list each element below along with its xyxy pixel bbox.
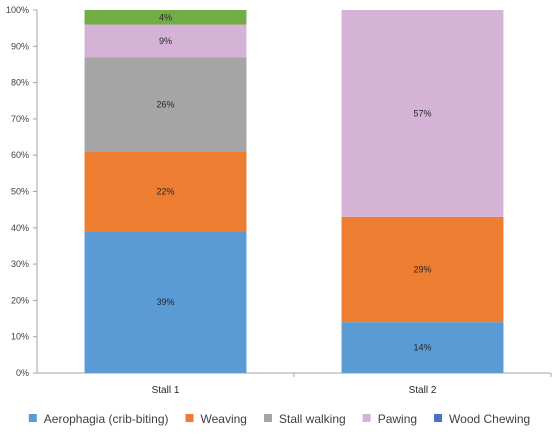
legend-swatch [362, 414, 371, 422]
data-label: 4% [159, 12, 172, 22]
data-label: 9% [159, 36, 172, 46]
category-label: Stall 2 [409, 385, 437, 396]
bar-segment-aerophagia-crib-biting-stall-2 [341, 322, 504, 373]
legend-label: Weaving [201, 412, 247, 426]
y-tick-label: 20% [11, 295, 29, 305]
bar-segment-weaving-stall-1 [84, 151, 247, 232]
legend-item-stall-walking: Stall walking [263, 412, 346, 426]
y-tick-label: 10% [11, 332, 29, 342]
y-tick-label: 80% [11, 78, 29, 88]
bar-segment-stall-walking-stall-1 [84, 57, 247, 152]
y-tick-label: 0% [16, 368, 29, 378]
legend-item-wood-chewing: Wood Chewing [434, 412, 530, 426]
data-label: 29% [413, 265, 431, 275]
category-label: Stall 1 [152, 385, 180, 396]
bar-segment-aerophagia-crib-biting-stall-1 [84, 231, 247, 373]
legend-item-pawing: Pawing [362, 412, 417, 426]
y-tick-label: 40% [11, 223, 29, 233]
legend-item-aerophagia-crib-biting: Aerophagia (crib-biting) [28, 412, 169, 426]
bar-segment-series-6-stall-1 [84, 10, 247, 25]
y-tick-label: 70% [11, 114, 29, 124]
legend-label: Stall walking [279, 412, 346, 426]
y-tick-label: 60% [11, 150, 29, 160]
bar-segment-pawing-stall-1 [84, 24, 247, 58]
bars [84, 10, 504, 373]
data-labels: 39% 22% 26% 9% 4% 14% 29% 57% [156, 12, 431, 352]
legend-swatch [28, 414, 37, 422]
legend-label: Pawing [378, 412, 417, 426]
legend-label: Wood Chewing [449, 412, 530, 426]
legend-label: Aerophagia (crib-biting) [44, 412, 169, 426]
legend-swatch [185, 414, 194, 422]
legend-swatch [434, 414, 443, 422]
legend-item-weaving: Weaving [185, 412, 247, 426]
data-label: 22% [156, 187, 174, 197]
legend-swatch [263, 414, 272, 422]
y-tick-label: 30% [11, 259, 29, 269]
data-label: 57% [413, 108, 431, 118]
bar-segment-weaving-stall-2 [341, 216, 504, 323]
data-label: 14% [413, 343, 431, 353]
y-tick-label: 50% [11, 187, 29, 197]
data-label: 39% [156, 297, 174, 307]
y-tick-label: 100% [6, 5, 29, 15]
data-label: 26% [156, 99, 174, 109]
legend: Aerophagia (crib-biting) Weaving Stall wal… [28, 412, 530, 426]
y-tick-label: 90% [11, 41, 29, 51]
bar-segment-pawing-stall-2 [341, 10, 504, 217]
